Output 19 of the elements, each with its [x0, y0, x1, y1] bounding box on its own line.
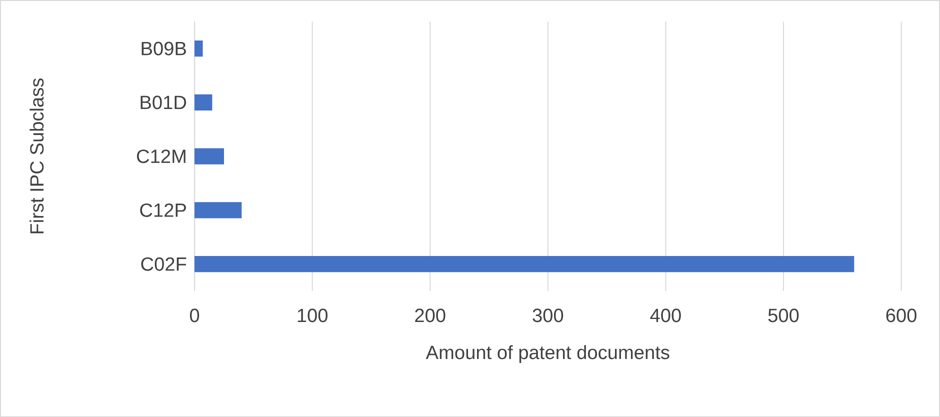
y-tick-label: C02F [141, 257, 186, 271]
bar [194, 94, 212, 110]
y-tick-label: C12P [140, 203, 186, 217]
x-axis-title: Amount of patent documents [426, 345, 670, 363]
x-tick-label: 500 [768, 308, 799, 322]
y-tick-label: B09B [142, 42, 186, 56]
bar [194, 256, 854, 272]
x-tick-label: 100 [298, 308, 328, 322]
x-tick-label: 600 [886, 308, 916, 322]
y-axis-title: First IPC Subclass [30, 78, 44, 234]
x-tick-label: 0 [190, 308, 200, 322]
y-tick-label: C12M [136, 149, 186, 163]
bar [194, 148, 224, 164]
x-tick-label: 300 [532, 308, 564, 322]
y-tick-label: B01D [140, 96, 186, 110]
bar [194, 202, 242, 218]
bar [194, 40, 203, 57]
x-tick-label: 400 [650, 308, 681, 322]
x-tick-label: 200 [415, 308, 446, 322]
